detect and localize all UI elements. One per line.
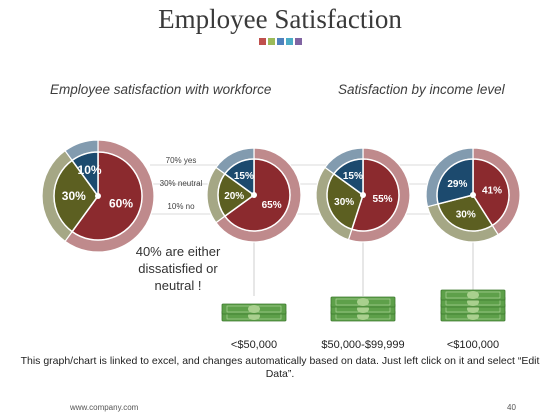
pie-slice-label: 30% — [334, 197, 354, 208]
pie-center-dot — [95, 193, 101, 199]
accent-square — [277, 38, 284, 45]
pie-slice-label: 20% — [224, 191, 244, 202]
pie-slice — [326, 172, 364, 231]
pie-slice-label: 15% — [234, 171, 254, 182]
pie-slice-label: 30% — [456, 209, 476, 220]
pie-slice-label: 15% — [343, 171, 363, 182]
pie-slice-label: 55% — [373, 194, 393, 205]
pie-center-dot — [251, 192, 257, 198]
pie-slice — [71, 151, 99, 199]
accent-square — [295, 38, 302, 45]
income-category-label: <$100,000 — [447, 339, 499, 351]
accent-square — [268, 38, 275, 45]
accent-square — [286, 38, 293, 45]
legend-label: 70% yes — [166, 156, 197, 165]
pie-slice-label: 29% — [447, 179, 467, 190]
legend-label: 30% neutral — [160, 179, 203, 188]
pie-slice — [332, 158, 364, 197]
pie-slice-label: 41% — [482, 185, 502, 196]
legend-label: 10% no — [167, 202, 195, 211]
subtitle-right: Satisfaction by income level — [338, 82, 505, 97]
accent-square — [259, 38, 266, 45]
pie-slice-label: 65% — [262, 200, 282, 211]
income-category-label: $50,000-$99,999 — [321, 339, 404, 351]
accent-squares — [259, 38, 302, 45]
pie-slice-label: 30% — [62, 189, 86, 203]
income-category-label: <$50,000 — [231, 339, 277, 351]
page-number: 40 — [507, 403, 516, 412]
subtitle-left: Employee satisfaction with workforce — [50, 82, 272, 97]
pie-slice — [217, 172, 256, 218]
pie-slice — [223, 158, 291, 232]
footnote: This graph/chart is linked to excel, and… — [20, 355, 540, 380]
pie-center-dot — [360, 192, 366, 198]
pie-slice — [437, 194, 494, 232]
pie-slice-label: 60% — [109, 196, 133, 210]
pie-slice-label: 10% — [78, 163, 102, 177]
money-bill-seal — [467, 291, 479, 299]
pie-slice — [436, 158, 474, 205]
money-bill-seal — [357, 298, 369, 306]
pie-slice — [53, 159, 99, 233]
footer-url[interactable]: www.company.com — [70, 403, 139, 412]
slide-title: Employee Satisfaction — [158, 4, 402, 34]
pie-slice — [71, 151, 143, 241]
pie-slice — [223, 158, 255, 197]
callout-text: 40% are either dissatisfied or neutral ! — [135, 244, 221, 293]
money-bill-seal — [248, 305, 260, 313]
pie-center-dot — [470, 192, 476, 198]
